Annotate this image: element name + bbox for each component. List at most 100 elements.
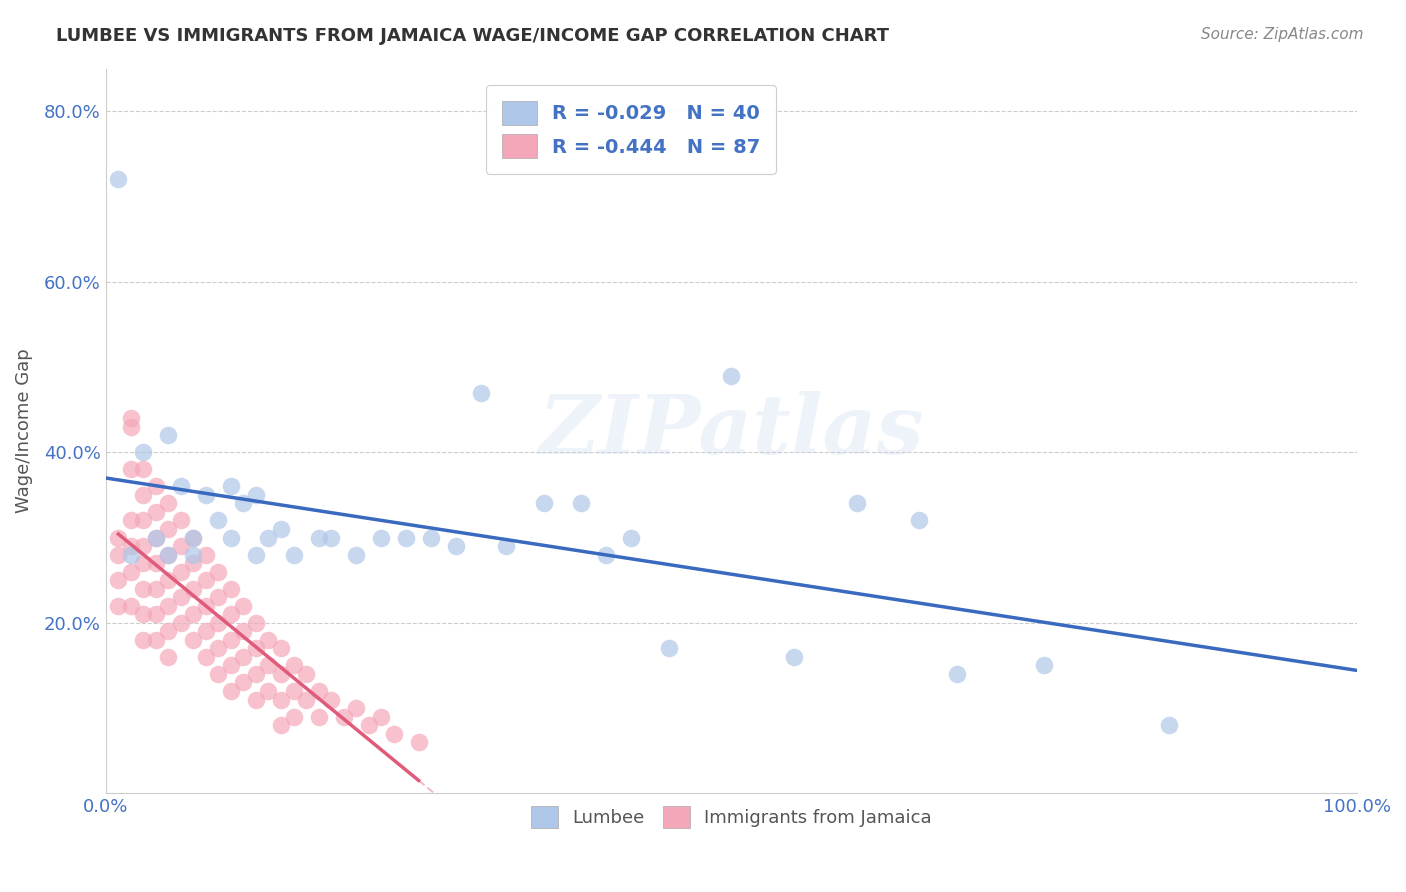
Point [569,496,592,510]
Point [183,556,205,570]
Point [120,599,142,613]
Point [308,709,330,723]
Point [207,667,229,681]
Point [157,599,180,613]
Point [283,709,305,723]
Point [107,573,129,587]
Text: Source: ZipAtlas.com: Source: ZipAtlas.com [1201,27,1364,42]
Point [157,428,180,442]
Point [207,591,229,605]
Point [107,172,129,186]
Point [219,479,242,493]
Point [120,411,142,425]
Point [1033,658,1056,673]
Point [132,556,155,570]
Point [232,675,254,690]
Point [207,615,229,630]
Point [132,607,155,622]
Point [245,615,267,630]
Point [270,692,292,706]
Point [845,496,868,510]
Point [257,684,280,698]
Point [444,539,467,553]
Point [145,556,167,570]
Point [157,496,180,510]
Point [207,565,229,579]
Point [344,701,367,715]
Point [194,649,217,664]
Point [194,573,217,587]
Point [207,641,229,656]
Legend: Lumbee, Immigrants from Jamaica: Lumbee, Immigrants from Jamaica [523,798,939,835]
Point [219,632,242,647]
Point [219,582,242,596]
Point [157,548,180,562]
Point [232,649,254,664]
Point [157,624,180,639]
Point [245,692,267,706]
Point [370,709,392,723]
Point [170,615,193,630]
Point [132,513,155,527]
Point [245,488,267,502]
Point [145,531,167,545]
Point [132,539,155,553]
Point [219,531,242,545]
Point [194,599,217,613]
Point [183,531,205,545]
Point [120,548,142,562]
Point [245,641,267,656]
Point [408,735,430,749]
Point [120,565,142,579]
Point [245,667,267,681]
Point [132,445,155,459]
Point [145,632,167,647]
Point [132,582,155,596]
Point [945,667,967,681]
Point [357,718,380,732]
Point [232,624,254,639]
Point [170,539,193,553]
Point [157,573,180,587]
Point [270,718,292,732]
Point [157,649,180,664]
Point [194,488,217,502]
Point [194,548,217,562]
Point [145,582,167,596]
Point [120,419,142,434]
Point [132,632,155,647]
Point [720,368,742,383]
Point [370,531,392,545]
Point [783,649,806,664]
Point [145,505,167,519]
Point [283,684,305,698]
Point [107,531,129,545]
Point [145,607,167,622]
Point [395,531,418,545]
Point [257,658,280,673]
Point [470,385,492,400]
Point [183,632,205,647]
Point [332,709,354,723]
Point [319,531,342,545]
Text: LUMBEE VS IMMIGRANTS FROM JAMAICA WAGE/INCOME GAP CORRELATION CHART: LUMBEE VS IMMIGRANTS FROM JAMAICA WAGE/I… [56,27,889,45]
Point [319,692,342,706]
Point [145,479,167,493]
Point [132,462,155,476]
Point [219,607,242,622]
Point [658,641,681,656]
Point [295,692,318,706]
Point [382,726,405,740]
Point [420,531,443,545]
Point [232,599,254,613]
Point [295,667,318,681]
Point [132,488,155,502]
Point [107,599,129,613]
Point [270,667,292,681]
Point [170,513,193,527]
Point [908,513,931,527]
Point [232,496,254,510]
Point [308,684,330,698]
Point [170,479,193,493]
Point [245,548,267,562]
